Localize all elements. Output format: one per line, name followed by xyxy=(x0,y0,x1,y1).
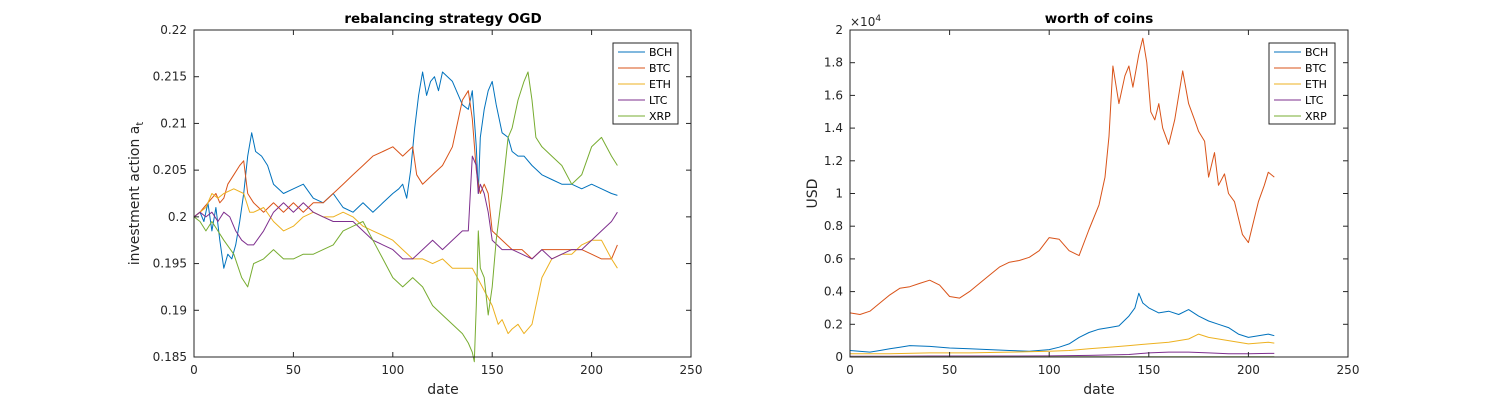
y-tick-label: 0.4 xyxy=(824,285,843,299)
y-tick-label: 1.6 xyxy=(824,88,843,102)
x-tick-label: 0 xyxy=(190,363,198,377)
x-tick-label: 250 xyxy=(680,363,703,377)
x-tick-label: 100 xyxy=(381,363,404,377)
legend-label-xrp: XRP xyxy=(1305,110,1327,123)
y-tick-label: 0.19 xyxy=(160,303,187,317)
y-tick-label: 2 xyxy=(835,23,843,37)
series-line-eth xyxy=(850,333,1275,355)
axes-box xyxy=(193,29,692,358)
x-tick-label: 100 xyxy=(1038,363,1061,377)
series-line-btc xyxy=(193,90,618,260)
y-tick-label: 0.2 xyxy=(168,210,187,224)
series-line-eth xyxy=(193,188,618,335)
y-tick-label: 0.8 xyxy=(824,219,843,233)
x-tick-label: 150 xyxy=(1137,363,1160,377)
series-line-bch xyxy=(193,71,618,269)
y-axis-label-main: investment action a xyxy=(127,126,143,266)
y-axis-label: USD xyxy=(805,179,821,209)
x-ticks: 0 50 100 150 200 250 xyxy=(190,30,702,377)
legend-box xyxy=(612,42,679,125)
legend-label-btc: BTC xyxy=(1305,62,1327,75)
series-line-xrp xyxy=(193,71,618,363)
series-line-ltc xyxy=(193,155,618,260)
x-tick-label: 200 xyxy=(580,363,603,377)
x-tick-label: 200 xyxy=(1237,363,1260,377)
x-tick-label: 250 xyxy=(1337,363,1360,377)
y-axis-label: investment action at xyxy=(127,122,146,266)
legend-label-bch: BCH xyxy=(649,46,672,59)
y-tick-label: 1.4 xyxy=(824,121,843,135)
y-tick-label: 0.22 xyxy=(160,23,187,37)
series-line-bch xyxy=(849,292,1275,353)
x-axis-label: date xyxy=(427,382,459,398)
y-tick-label: 0.6 xyxy=(824,252,843,266)
y-axis-label-subscript: t xyxy=(135,122,146,126)
x-tick-label: 50 xyxy=(942,363,957,377)
y-tick-label: 0.185 xyxy=(153,350,187,364)
legend-label-bch: BCH xyxy=(1305,46,1328,59)
legend-label-eth: ETH xyxy=(1305,78,1327,91)
y-exponent-power: 4 xyxy=(875,14,881,24)
chart-title: worth of coins xyxy=(1045,11,1154,27)
y-tick-label: 0 xyxy=(835,350,843,364)
y-exponent: ×104 xyxy=(850,14,881,29)
y-tick-label: 1.8 xyxy=(824,56,843,70)
y-ticks: 0 0.2 0.4 0.6 0.8 1 1.2 1.4 1.6 1.8 2 xyxy=(824,23,1348,364)
legend-label-btc: BTC xyxy=(649,62,671,75)
y-tick-label: 0.205 xyxy=(153,163,187,177)
y-tick-label: 1 xyxy=(835,187,843,201)
y-tick-label: 0.2 xyxy=(824,317,843,331)
legend-label-xrp: XRP xyxy=(649,110,671,123)
x-tick-label: 50 xyxy=(286,363,301,377)
x-tick-label: 0 xyxy=(846,363,854,377)
legend-label-eth: ETH xyxy=(649,78,671,91)
x-axis-label: date xyxy=(1083,382,1115,398)
y-tick-label: 0.195 xyxy=(153,257,187,271)
y-exponent-base: ×10 xyxy=(850,15,875,29)
legend-label-ltc: LTC xyxy=(649,94,668,107)
legend-label-ltc: LTC xyxy=(1305,94,1324,107)
series-line-btc xyxy=(849,37,1275,315)
chart-rebalancing-strategy: rebalancing strategy OGD 0 50 100 150 200 250… xyxy=(127,11,702,398)
y-tick-label: 0.21 xyxy=(160,116,187,130)
y-ticks: 0.185 0.19 0.195 0.2 0.205 0.21 0.215 0.22 xyxy=(153,23,691,364)
legend: BCH BTC ETH LTC XRP xyxy=(612,42,679,125)
y-tick-label: 1.2 xyxy=(824,154,843,168)
chart-worth-of-coins: worth of coins ×104 0 50 100 150 200 250 0 0.2… xyxy=(805,11,1359,398)
plot-area xyxy=(193,71,618,363)
y-tick-label: 0.215 xyxy=(153,70,187,84)
x-ticks: 0 50 100 150 200 250 xyxy=(846,30,1359,377)
x-tick-label: 150 xyxy=(481,363,504,377)
chart-title: rebalancing strategy OGD xyxy=(344,11,541,27)
legend: BCH BTC ETH LTC XRP xyxy=(1268,42,1336,125)
